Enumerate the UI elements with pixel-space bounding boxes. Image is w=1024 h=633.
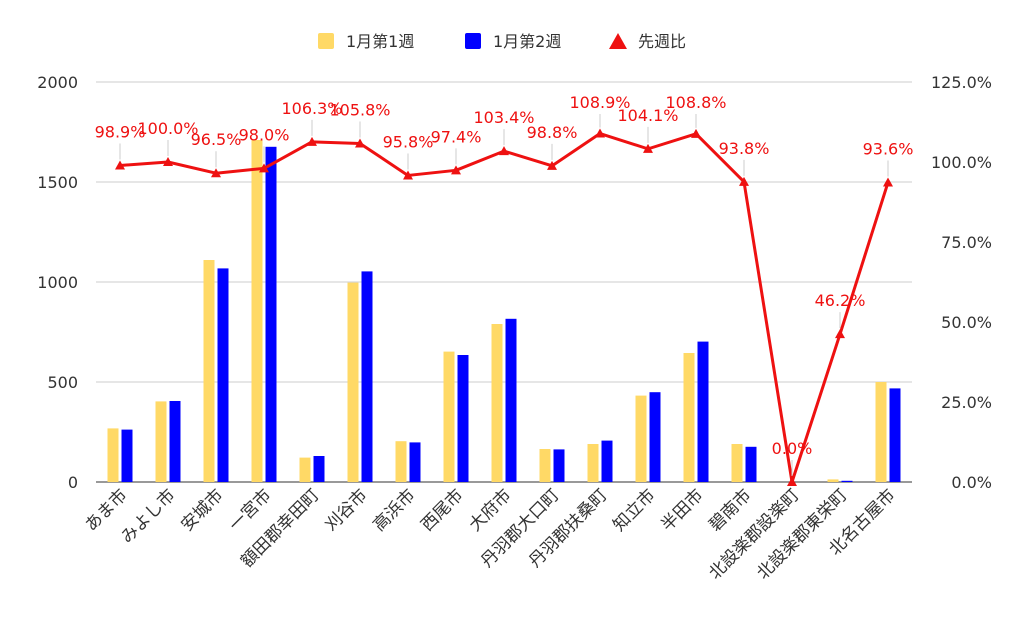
bars	[107, 140, 901, 483]
bar-week2	[889, 388, 901, 482]
bar-week1	[107, 428, 119, 482]
category-label: 知立市	[609, 485, 659, 535]
bar-week2	[553, 449, 565, 482]
bar-week2	[841, 480, 853, 482]
bar-week2	[313, 456, 325, 482]
legend-swatch	[465, 33, 481, 49]
left-tick-label: 1000	[37, 273, 78, 292]
bar-week1	[491, 324, 503, 482]
ratio-polyline	[119, 132, 890, 484]
category-label: 西尾市	[417, 485, 467, 535]
ratio-marker	[595, 128, 605, 138]
category-label: 半田市	[657, 485, 707, 535]
ratio-label: 97.4%	[431, 127, 482, 146]
left-axis: 0 500 1000 1500 2000	[37, 73, 78, 492]
bar-week2	[121, 429, 133, 482]
ratio-label: 93.8%	[719, 139, 770, 158]
ratio-marker	[499, 146, 509, 156]
ratio-marker	[451, 165, 461, 175]
right-tick-label: 125.0%	[931, 73, 992, 92]
bar-week1	[635, 395, 647, 482]
ratio-marker	[355, 138, 365, 148]
ratio-label: 98.0%	[239, 125, 290, 144]
bar-week1	[731, 444, 743, 482]
bar-week2	[649, 392, 661, 482]
bar-week1	[203, 260, 215, 482]
ratio-marker	[115, 160, 125, 170]
ratio-marker	[211, 168, 221, 178]
bar-week2	[361, 271, 373, 482]
right-tick-label: 100.0%	[931, 153, 992, 172]
ratio-marker	[547, 160, 557, 170]
ratio-label: 0.0%	[772, 439, 813, 458]
ratio-marker	[307, 136, 317, 146]
ratio-marker	[691, 128, 701, 138]
bar-week2	[505, 318, 517, 482]
bar-week1	[827, 479, 839, 482]
ratio-label: 95.8%	[383, 132, 434, 151]
bar-week2	[457, 355, 469, 482]
bar-week1	[539, 449, 551, 482]
bar-week1	[443, 351, 455, 482]
bar-week2	[217, 268, 229, 482]
ratio-label: 105.8%	[329, 100, 390, 119]
ratio-marker	[883, 177, 893, 187]
ratio-label: 93.6%	[863, 139, 914, 158]
ratio-line	[115, 128, 893, 486]
legend-swatch	[318, 33, 334, 49]
ratio-marker	[739, 176, 749, 186]
right-tick-label: 50.0%	[941, 313, 992, 332]
legend-label: 先週比	[638, 32, 686, 51]
ratio-marker	[259, 163, 269, 173]
ratio-marker	[163, 157, 173, 166]
bar-week1	[875, 382, 887, 482]
bar-week2	[601, 440, 613, 482]
bar-week1	[395, 441, 407, 482]
ratio-label: 46.2%	[815, 291, 866, 310]
category-label: 安城市	[177, 485, 227, 535]
ratio-marker	[787, 477, 797, 486]
bar-week1	[251, 140, 263, 482]
ratio-label: 106.3%	[281, 99, 342, 118]
bar-week1	[683, 353, 695, 482]
ratio-marker	[643, 143, 653, 153]
ratio-label: 103.4%	[473, 108, 534, 127]
ratio-label: 98.9%	[95, 123, 146, 142]
left-tick-label: 2000	[37, 73, 78, 92]
left-tick-label: 1500	[37, 173, 78, 192]
bar-week2	[265, 146, 277, 483]
right-tick-label: 75.0%	[941, 233, 992, 252]
right-tick-label: 0.0%	[951, 473, 992, 492]
legend: 1月第1週 1月第2週 先週比	[318, 32, 686, 51]
ratio-label: 100.0%	[137, 119, 198, 138]
bar-week1	[155, 401, 167, 482]
ratio-marker	[403, 170, 413, 180]
ratio-label: 104.1%	[617, 106, 678, 125]
bar-week2	[697, 341, 709, 482]
left-tick-label: 500	[47, 373, 78, 392]
category-labels: あま市みよし市安城市一宮市額田郡幸田町刈谷市高浜市西尾市大府市丹羽郡大口町丹羽郡…	[81, 485, 899, 583]
ratio-label: 108.8%	[665, 93, 726, 112]
right-tick-label: 25.0%	[941, 393, 992, 412]
ratio-marker	[835, 329, 845, 339]
data-labels: 98.9%100.0%96.5%98.0% 106.3%105.8% 95.8%97…	[95, 93, 914, 476]
bar-week2	[409, 442, 421, 482]
category-label: 高浜市	[369, 485, 419, 535]
right-axis: 0.0% 25.0% 50.0% 75.0% 100.0% 125.0%	[931, 73, 992, 492]
legend-swatch	[609, 33, 627, 49]
left-tick-label: 0	[68, 473, 78, 492]
ratio-label: 108.9%	[569, 93, 630, 112]
category-label: 刈谷市	[321, 485, 371, 535]
bar-week2	[169, 401, 181, 482]
bar-week1	[347, 282, 359, 482]
ratio-label: 96.5%	[191, 130, 242, 149]
ratio-label: 98.8%	[527, 123, 578, 142]
legend-label: 1月第2週	[493, 32, 561, 51]
bar-week2	[745, 446, 757, 482]
bar-week1	[587, 444, 599, 482]
legend-label: 1月第1週	[346, 32, 414, 51]
bar-week1	[299, 457, 311, 482]
